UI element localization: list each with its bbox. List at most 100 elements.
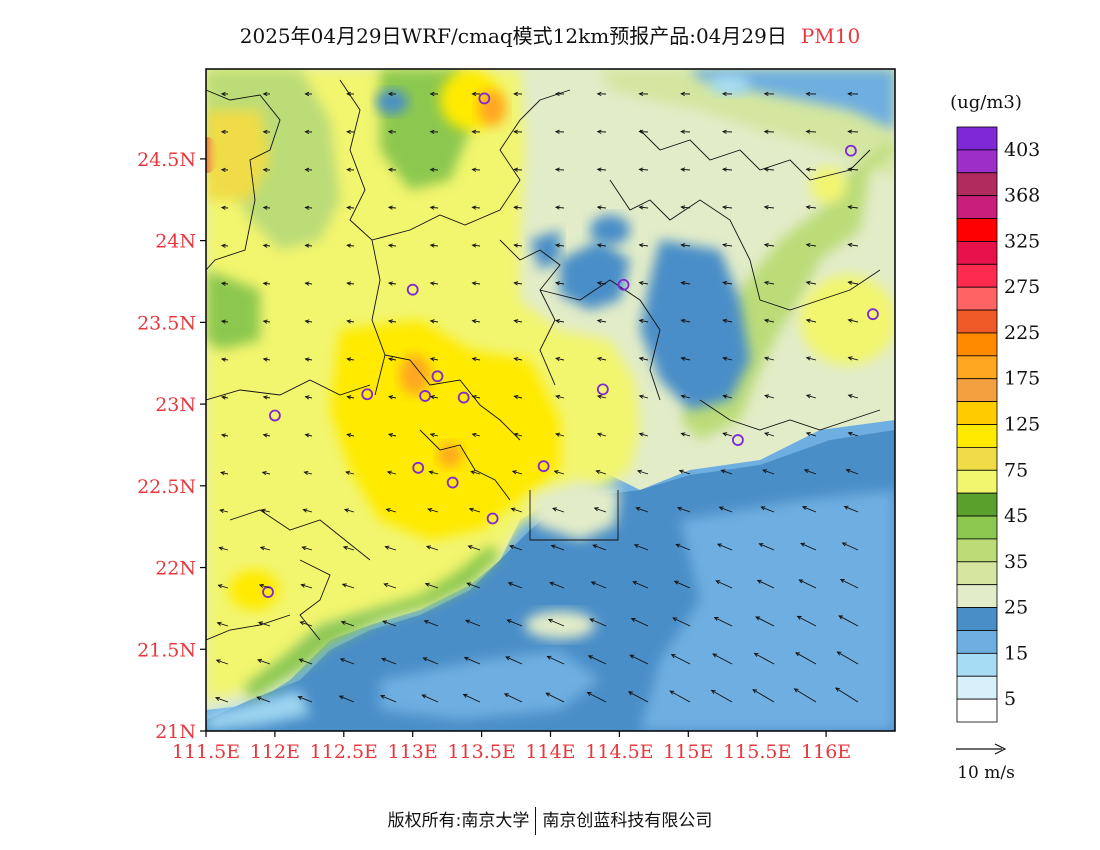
legend-swatch — [956, 241, 998, 265]
wind-arrow — [345, 470, 355, 475]
wind-arrow — [470, 470, 481, 475]
wind-arrow — [680, 318, 691, 324]
wind-arrow — [632, 581, 649, 589]
wind-arrow — [421, 694, 439, 703]
wind-arrow — [346, 281, 355, 286]
wind-arrow — [673, 580, 691, 589]
wind-arrow — [764, 394, 775, 399]
wind-reference-label: 10 m/s — [957, 763, 1015, 783]
wind-arrow — [299, 621, 313, 627]
wind-arrow — [429, 167, 439, 172]
wind-arrow — [429, 357, 439, 362]
station-marker — [412, 461, 425, 474]
legend-swatch — [956, 401, 998, 425]
lon-tick-label: 112E — [250, 741, 300, 763]
lon-tick-label: 111.5E — [172, 741, 240, 763]
wind-arrow — [638, 167, 649, 172]
wind-arrow — [513, 319, 523, 324]
wind-arrow — [471, 319, 481, 324]
wind-arrow — [429, 91, 439, 97]
legend-label: 225 — [1004, 322, 1040, 344]
wind-arrow — [847, 129, 859, 134]
wind-arrow — [805, 167, 817, 172]
wind-arrow — [763, 129, 775, 134]
legend-label: 325 — [1004, 230, 1040, 252]
wind-arrow — [429, 395, 439, 400]
wind-arrow — [346, 243, 355, 248]
wind-arrow — [801, 506, 817, 513]
wind-arrow — [596, 167, 607, 172]
station-marker — [419, 390, 432, 402]
wind-arrow — [505, 656, 523, 665]
lat-tick-label: 22N — [155, 558, 196, 580]
wind-arrow — [847, 394, 859, 399]
wind-arrow — [297, 695, 313, 703]
lon-tick-label: 113.5E — [447, 741, 515, 763]
wind-arrow — [763, 167, 775, 172]
wind-arrow — [387, 319, 397, 324]
lat-tick-label: 22.5N — [137, 476, 196, 498]
wind-arrow — [220, 167, 229, 172]
wind-arrow — [259, 546, 271, 551]
wind-arrow — [680, 167, 691, 172]
wind-arrow — [429, 205, 439, 210]
wind-arrow — [304, 357, 313, 362]
wind-arrow — [262, 167, 271, 172]
wind-arrow — [513, 357, 523, 362]
wind-arrow — [304, 281, 313, 286]
wind-arrow — [340, 620, 355, 627]
wind-arrow — [718, 506, 733, 513]
wind-arrow — [381, 657, 397, 665]
wind-arrow — [680, 205, 691, 210]
wind-reference: 10 m/s — [956, 743, 1015, 783]
wind-arrow — [680, 356, 691, 361]
wind-arrow — [346, 91, 355, 97]
wind-arrow — [764, 432, 775, 437]
station-markers — [262, 92, 879, 598]
wind-arrow — [722, 318, 733, 323]
station-marker — [361, 388, 374, 401]
wind-arrow — [466, 582, 481, 589]
wind-arrow — [300, 583, 313, 589]
wind-arrow — [471, 243, 481, 248]
wind-arrow — [422, 657, 439, 665]
wind-arrow — [635, 506, 649, 513]
lon-tick-label: 114E — [525, 741, 575, 763]
wind-arrow — [429, 129, 439, 134]
copyright-right: 南京创蓝科技有限公司 — [542, 811, 713, 831]
wind-arrow — [471, 281, 481, 286]
wind-arrow — [847, 91, 859, 97]
lon-tick-label: 114.5E — [585, 741, 653, 763]
legend-swatch — [956, 584, 998, 608]
wind-arrow — [596, 129, 607, 134]
wind-arrow — [805, 356, 817, 361]
wind-arrow — [712, 653, 733, 665]
wind-arrow — [388, 395, 397, 400]
wind-arrow — [262, 205, 271, 210]
wind-arrow — [713, 617, 733, 627]
wind-arrow — [387, 357, 397, 362]
wind-arrow — [513, 129, 523, 134]
wind-arrow — [464, 619, 481, 627]
station-marker — [867, 308, 879, 321]
wind-arrow — [425, 545, 439, 551]
wind-arrow — [555, 356, 565, 362]
wind-arrow — [257, 658, 271, 665]
wind-arrow — [638, 394, 649, 399]
wind-arrow — [847, 167, 859, 172]
wind-arrow — [549, 581, 565, 589]
wind-arrow — [596, 91, 607, 97]
wind-arrow — [555, 432, 565, 437]
wind-arrow — [220, 281, 229, 286]
wind-arrow — [795, 652, 817, 665]
wind-arrow — [423, 620, 439, 627]
wind-arrow — [214, 696, 229, 703]
lat-tick-label: 21.5N — [137, 639, 196, 661]
wind-arrow — [839, 579, 859, 589]
wind-arrow — [720, 469, 733, 475]
wind-arrow — [346, 205, 355, 210]
wind-arrow — [550, 544, 565, 551]
wind-arrow — [427, 507, 439, 513]
wind-arrow — [262, 129, 271, 135]
wind-arrow — [803, 469, 817, 475]
